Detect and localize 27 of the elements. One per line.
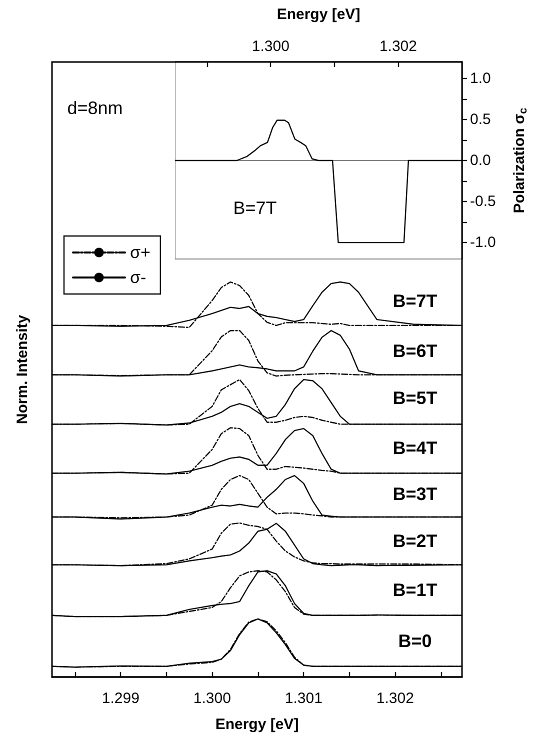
- x-tick-label: 1.302: [379, 38, 417, 55]
- x-tick-label: 1.299: [102, 690, 140, 707]
- annotation: B=7T: [233, 198, 277, 218]
- annotation: B=4T: [392, 438, 438, 458]
- annotation: B=5T: [392, 388, 438, 408]
- y-axis-title: Polarization σc: [511, 108, 530, 214]
- x-axis-title: Energy [eV]: [215, 716, 299, 733]
- annotation: B=7T: [392, 291, 438, 311]
- annotation: B=2T: [392, 531, 438, 551]
- y-tick-label: -1.0: [470, 234, 496, 252]
- annotation: B=3T: [392, 484, 438, 504]
- y-tick-label: 0.0: [470, 152, 491, 169]
- legend-label: σ-: [130, 268, 146, 287]
- x-tick-label: 1.300: [193, 690, 231, 707]
- legend-label: σ+: [130, 243, 150, 262]
- x-axis-title: Energy [eV]: [276, 6, 360, 23]
- annotation: B=1T: [392, 580, 438, 600]
- text: d=8nm: [67, 98, 123, 118]
- y-tick-label: 1.0: [470, 70, 491, 87]
- y-tick-label: -0.5: [470, 193, 496, 210]
- annotation: B=0: [398, 631, 432, 651]
- x-tick-label: 1.302: [376, 690, 414, 707]
- annotation: B=6T: [392, 341, 438, 361]
- x-tick-label: 1.301: [284, 690, 322, 707]
- y-axis-title: Norm. Intensity: [14, 314, 31, 424]
- x-tick-label: 1.300: [252, 38, 290, 55]
- y-tick-label: 0.5: [470, 110, 491, 128]
